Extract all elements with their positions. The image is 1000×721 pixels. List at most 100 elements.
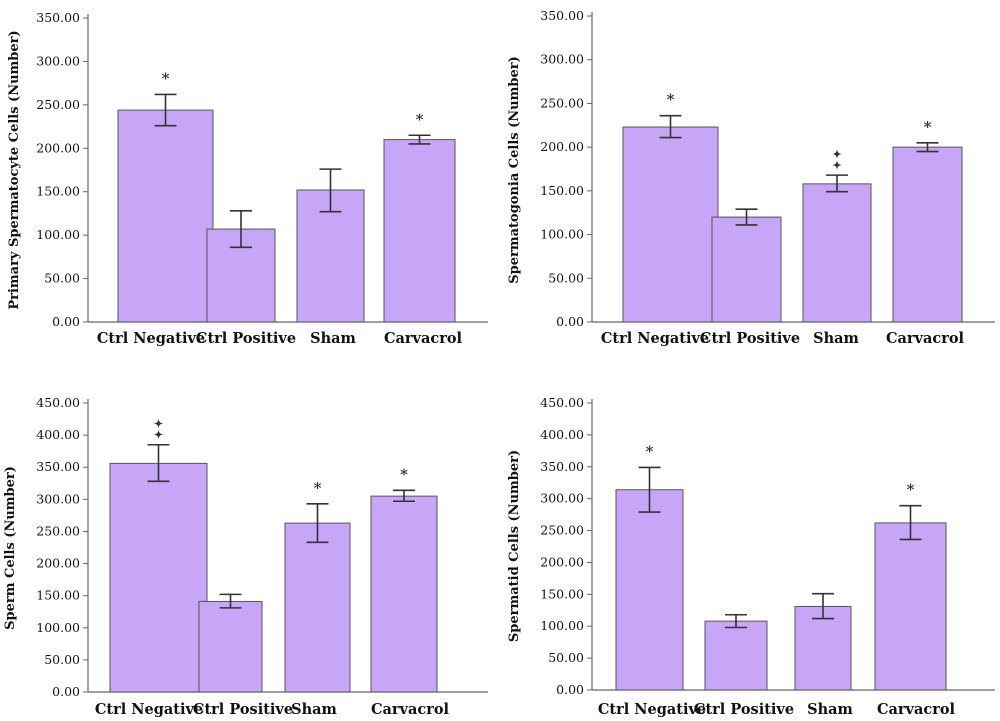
error-bar xyxy=(659,114,682,139)
error-bar xyxy=(147,443,170,483)
bar xyxy=(802,183,872,323)
y-tick-label: 100.00 xyxy=(540,227,584,242)
y-tick-label: 300.00 xyxy=(540,52,584,67)
bar xyxy=(370,495,438,693)
y-tick-label: 100.00 xyxy=(540,618,584,633)
significance-marker: * xyxy=(162,69,170,87)
y-tick-label: 250.00 xyxy=(540,523,584,538)
bar xyxy=(622,126,719,323)
error-bar xyxy=(916,141,939,153)
bar xyxy=(704,620,768,691)
category-label: Ctrl Positive xyxy=(196,330,296,347)
category-label: Sham xyxy=(813,330,859,347)
significance-marker: ✦ xyxy=(832,148,841,161)
error-bar xyxy=(319,168,342,213)
y-tick-label: 350.00 xyxy=(36,459,80,474)
category-label: Ctrl Positive xyxy=(694,701,794,718)
y-tick-label: 450.00 xyxy=(36,395,80,410)
significance-marker: ✦ xyxy=(832,159,841,172)
y-tick-label: 50.00 xyxy=(44,271,80,286)
error-bar xyxy=(725,613,747,629)
bar xyxy=(117,109,214,323)
y-tick-label: 250.00 xyxy=(36,523,80,538)
category-label: Ctrl Negative xyxy=(97,330,205,347)
error-bar xyxy=(899,504,922,541)
y-tick-label: 300.00 xyxy=(540,491,584,506)
error-bar xyxy=(735,208,758,226)
y-tick-label: 400.00 xyxy=(36,427,80,442)
y-tick-label: 150.00 xyxy=(540,183,584,198)
bar xyxy=(615,489,684,691)
y-tick-label: 450.00 xyxy=(540,395,584,410)
error-bar xyxy=(408,134,431,145)
error-bar xyxy=(154,93,177,127)
significance-marker: * xyxy=(907,481,915,499)
y-axis-title: Spermatogonia Cells (Number) xyxy=(507,56,522,284)
category-label: Sham xyxy=(807,701,853,718)
bar xyxy=(874,522,947,691)
error-bar xyxy=(812,592,834,620)
significance-marker: ✦ xyxy=(154,418,163,431)
y-tick-label: 0.00 xyxy=(556,314,584,329)
bar xyxy=(383,139,456,323)
y-tick-label: 350.00 xyxy=(540,8,584,23)
y-tick-label: 50.00 xyxy=(548,650,584,665)
category-label: Carvacrol xyxy=(384,330,463,347)
y-tick-label: 250.00 xyxy=(36,97,80,112)
y-tick-label: 400.00 xyxy=(540,427,584,442)
category-label: Carvacrol xyxy=(877,701,956,718)
significance-marker: * xyxy=(646,442,654,460)
y-tick-label: 150.00 xyxy=(540,586,584,601)
category-label: Ctrl Positive xyxy=(193,701,293,718)
y-axis-title: Primary Spermatocyte Cells (Number) xyxy=(7,30,22,309)
error-bar xyxy=(638,466,661,513)
significance-marker: * xyxy=(924,118,932,136)
chart-panel-3: 0.00 50.00 100.00 150.00 200.00 250.00 300.00 3… xyxy=(3,395,488,718)
y-tick-label: 250.00 xyxy=(540,95,584,110)
bar xyxy=(794,605,852,691)
chart-panel-1: 0.00 50.00 100.00 150.00 200.00 250.00 300.00 3… xyxy=(7,10,488,347)
category-label: Carvacrol xyxy=(886,330,965,347)
category-label: Ctrl Negative xyxy=(601,330,709,347)
y-tick-label: 50.00 xyxy=(548,270,584,285)
error-bar xyxy=(393,489,415,503)
y-tick-label: 150.00 xyxy=(36,184,80,199)
y-tick-label: 350.00 xyxy=(540,459,584,474)
y-axis-title: Sperm Cells (Number) xyxy=(3,466,18,630)
category-label: Sham xyxy=(291,701,337,718)
y-tick-label: 150.00 xyxy=(36,588,80,603)
bar xyxy=(198,600,263,693)
y-tick-label: 50.00 xyxy=(44,652,80,667)
category-label: Ctrl Negative xyxy=(598,701,706,718)
category-label: Ctrl Negative xyxy=(95,701,203,718)
y-tick-label: 300.00 xyxy=(36,491,80,506)
y-tick-label: 350.00 xyxy=(36,10,80,25)
y-tick-label: 0.00 xyxy=(52,684,80,699)
bar xyxy=(109,462,208,693)
significance-marker: * xyxy=(416,110,424,128)
y-tick-label: 200.00 xyxy=(36,140,80,155)
category-label: Carvacrol xyxy=(371,701,450,718)
category-label: Sham xyxy=(310,330,356,347)
error-bar xyxy=(219,593,242,609)
bar xyxy=(892,146,963,323)
bar xyxy=(711,216,782,323)
category-label: Ctrl Positive xyxy=(700,330,800,347)
y-tick-label: 200.00 xyxy=(36,556,80,571)
y-axis-title: Spermatid Cells (Number) xyxy=(507,450,522,642)
significance-marker: * xyxy=(667,91,675,109)
y-tick-label: 100.00 xyxy=(36,620,80,635)
significance-marker: * xyxy=(314,479,322,497)
error-bar xyxy=(230,210,252,249)
y-tick-label: 300.00 xyxy=(36,53,80,68)
y-tick-label: 0.00 xyxy=(52,314,80,329)
y-tick-label: 200.00 xyxy=(540,139,584,154)
error-bar xyxy=(306,503,329,544)
significance-marker: * xyxy=(400,465,408,483)
significance-marker: ✦ xyxy=(154,429,163,442)
chart-panel-4: 0.00 50.00 100.00 150.00 200.00 250.00 300.00 3… xyxy=(507,395,995,718)
error-bar xyxy=(826,174,848,193)
y-tick-label: 100.00 xyxy=(36,227,80,242)
bar xyxy=(284,522,351,693)
